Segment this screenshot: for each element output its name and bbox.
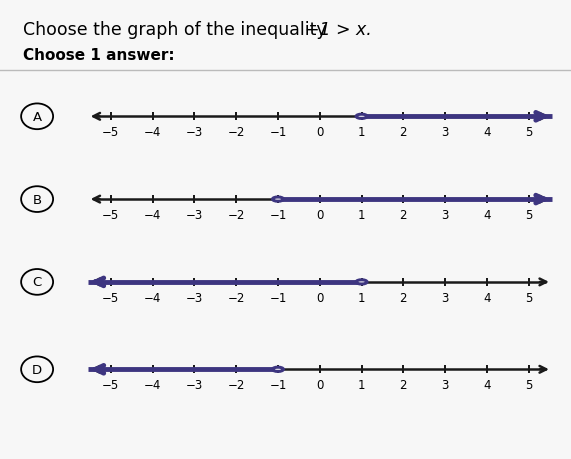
Text: −5: −5 [102, 208, 119, 222]
Text: −4: −4 [144, 208, 161, 222]
Text: D: D [32, 363, 42, 376]
Text: 5: 5 [525, 126, 533, 139]
Text: 1: 1 [358, 291, 365, 304]
Text: 5: 5 [525, 378, 533, 392]
Text: −1: −1 [270, 126, 287, 139]
Text: −1: −1 [270, 378, 287, 392]
Text: −1: −1 [270, 291, 287, 304]
Text: 3: 3 [441, 208, 449, 222]
Text: −5: −5 [102, 291, 119, 304]
Text: A: A [33, 111, 42, 123]
Text: −4: −4 [144, 126, 161, 139]
Text: Choose 1 answer:: Choose 1 answer: [23, 48, 175, 63]
Text: −4: −4 [144, 291, 161, 304]
Text: −1: −1 [270, 208, 287, 222]
Text: 5: 5 [525, 208, 533, 222]
Text: −5: −5 [102, 126, 119, 139]
Text: 4: 4 [483, 291, 490, 304]
Text: 2: 2 [400, 378, 407, 392]
Circle shape [272, 367, 283, 372]
Text: 0: 0 [316, 126, 323, 139]
Text: −3: −3 [186, 208, 203, 222]
Text: 2: 2 [400, 208, 407, 222]
Text: 4: 4 [483, 126, 490, 139]
Text: −2: −2 [227, 291, 245, 304]
Text: 3: 3 [441, 126, 449, 139]
Text: 2: 2 [400, 291, 407, 304]
Circle shape [272, 197, 283, 202]
Text: 3: 3 [441, 291, 449, 304]
Circle shape [356, 280, 367, 285]
Text: C: C [33, 276, 42, 289]
Text: 1: 1 [358, 208, 365, 222]
Text: −2: −2 [227, 208, 245, 222]
Text: −3: −3 [186, 126, 203, 139]
Text: 1: 1 [358, 378, 365, 392]
Text: 5: 5 [525, 291, 533, 304]
Text: Choose the graph of the inequality: Choose the graph of the inequality [23, 21, 332, 39]
Text: −2: −2 [227, 126, 245, 139]
Text: −4: −4 [144, 378, 161, 392]
Text: 4: 4 [483, 208, 490, 222]
Circle shape [356, 115, 367, 119]
Text: 4: 4 [483, 378, 490, 392]
Text: 2: 2 [400, 126, 407, 139]
Text: −3: −3 [186, 378, 203, 392]
Text: 3: 3 [441, 378, 449, 392]
Text: 0: 0 [316, 291, 323, 304]
Text: −2: −2 [227, 378, 245, 392]
Text: 1: 1 [358, 126, 365, 139]
Text: −5: −5 [102, 378, 119, 392]
Text: −3: −3 [186, 291, 203, 304]
Text: 0: 0 [316, 378, 323, 392]
Text: 0: 0 [316, 208, 323, 222]
Text: −1 > x.: −1 > x. [305, 21, 372, 39]
Text: B: B [33, 193, 42, 206]
